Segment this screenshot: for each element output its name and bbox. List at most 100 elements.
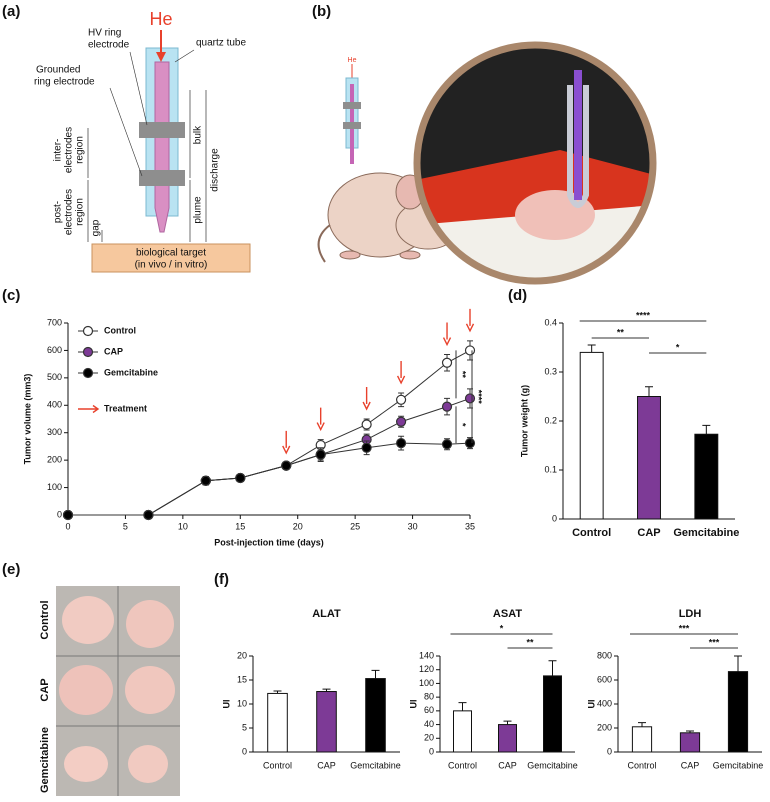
- data-point: [464, 345, 476, 356]
- label: region: [75, 198, 86, 226]
- y-tick-label: 700: [47, 317, 62, 327]
- y-tick-label: 100: [47, 482, 62, 492]
- significance-label: ***: [709, 637, 720, 647]
- label: post-: [53, 201, 64, 223]
- tumor: [128, 745, 168, 783]
- gas-label: He: [348, 57, 357, 64]
- bar: [679, 732, 701, 753]
- label: ring electrode: [34, 77, 95, 88]
- data-point: [315, 449, 326, 460]
- treatment-arrow: [316, 407, 325, 432]
- data-point: [441, 401, 453, 412]
- tumor: [125, 666, 175, 714]
- y-tick-label: 0.2: [544, 415, 557, 425]
- error-bar: [702, 424, 711, 435]
- label: electrode: [88, 40, 130, 51]
- data-point: [62, 509, 74, 521]
- label: quartz tube: [196, 38, 246, 49]
- significance-label: *: [500, 623, 504, 633]
- y-tick-label: 400: [597, 698, 612, 708]
- significance-label: **: [617, 327, 625, 337]
- series-line: [68, 397, 471, 516]
- tumor: [64, 746, 108, 782]
- x-tick-label: Gemcitabine: [713, 760, 764, 770]
- label: gap: [91, 219, 102, 236]
- panel-label: (c): [2, 287, 20, 304]
- y-tick-label: 200: [47, 455, 62, 465]
- treatment-arrow: [442, 322, 452, 347]
- y-axis-title: UI: [586, 700, 596, 709]
- y-tick-label: 0.4: [544, 317, 557, 327]
- significance-label: ****: [636, 310, 651, 320]
- panel-label: (a): [2, 3, 20, 20]
- y-tick-label: 0: [607, 746, 612, 756]
- mini-electrode: [343, 122, 361, 129]
- label: discharge: [210, 148, 221, 192]
- label: region: [75, 136, 86, 164]
- tumor: [126, 600, 174, 648]
- significance-label: ***: [679, 623, 690, 633]
- bar: [637, 396, 661, 520]
- chart-title: ALAT: [312, 608, 341, 620]
- y-tick-label: 15: [237, 674, 247, 684]
- row-label: CAP: [39, 678, 51, 701]
- treatment-arrow: [282, 430, 291, 455]
- y-tick-label: 10: [237, 698, 247, 708]
- significance-label: **: [458, 371, 468, 379]
- data-point: [441, 357, 453, 368]
- tumor: [62, 596, 114, 644]
- x-tick-label: CAP: [498, 760, 517, 770]
- x-tick-label: 5: [123, 521, 128, 531]
- mouse-foot: [399, 250, 421, 260]
- panel-label: (f): [214, 571, 229, 588]
- gas-label: He: [149, 9, 172, 29]
- legend-marker: [82, 346, 94, 358]
- y-tick-label: 40: [424, 719, 434, 729]
- bar: [727, 671, 749, 753]
- error-bar: [548, 660, 557, 676]
- data-point: [464, 393, 476, 404]
- experiment-photo: [413, 41, 657, 285]
- x-axis-title: Post-injection time (days): [214, 537, 324, 547]
- label: inter-: [53, 139, 64, 162]
- x-tick-label: 15: [235, 521, 245, 531]
- x-tick-label: 0: [65, 521, 70, 531]
- y-axis-title: UI: [221, 700, 231, 709]
- data-point: [361, 442, 372, 453]
- legend-label: Gemcitabine: [104, 367, 158, 377]
- tumor-photos: Control CAP Gemcitabine: [39, 586, 180, 796]
- plasma-column: [154, 61, 170, 233]
- plasma-jet: [574, 70, 582, 200]
- inter-region-label: inter- electrodes region: [53, 127, 86, 173]
- y-tick-label: 0.3: [544, 366, 557, 376]
- error-bar: [503, 720, 512, 725]
- x-tick-label: 30: [408, 521, 418, 531]
- error-bar: [645, 386, 653, 397]
- significance-label: ****: [474, 390, 484, 405]
- u-tube: [567, 85, 589, 208]
- chart-title: ASAT: [493, 608, 522, 620]
- ground-electrode: [139, 170, 185, 186]
- x-tick-label: Gemcitabine: [350, 760, 401, 770]
- y-axis-title: Tumor volume (mm3): [22, 374, 32, 465]
- y-tick-label: 200: [597, 722, 612, 732]
- y-tick-label: 0: [57, 509, 62, 519]
- x-tick-label: CAP: [637, 527, 660, 539]
- data-point: [441, 439, 453, 450]
- error-bar: [734, 655, 742, 672]
- mini-electrode: [343, 102, 361, 109]
- chart-title: LDH: [679, 608, 702, 620]
- y-tick-label: 20: [424, 733, 434, 743]
- label: Grounded: [36, 65, 80, 76]
- bar: [498, 724, 517, 753]
- y-tick-label: 400: [47, 400, 62, 410]
- x-tick-label: CAP: [681, 760, 700, 770]
- treatment-arrow: [362, 387, 371, 411]
- legend-label: CAP: [104, 346, 123, 356]
- x-tick-label: 25: [350, 521, 360, 531]
- data-point: [143, 509, 154, 521]
- y-tick-label: 800: [597, 650, 612, 660]
- bar: [543, 675, 562, 753]
- row-label: Gemcitabine: [39, 727, 51, 793]
